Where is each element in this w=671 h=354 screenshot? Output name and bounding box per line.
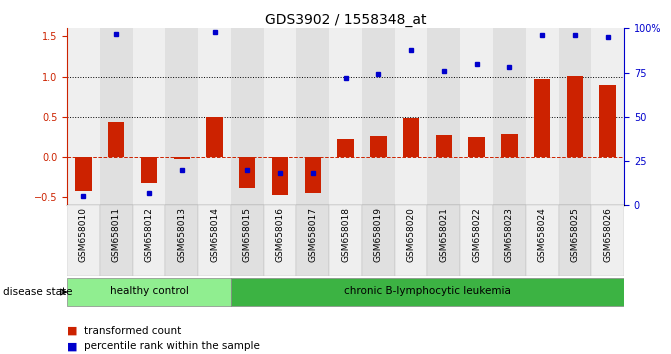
- Bar: [198, 205, 231, 276]
- Bar: [435, 135, 452, 157]
- Bar: [558, 205, 591, 276]
- Bar: [133, 205, 165, 276]
- Bar: [362, 28, 395, 205]
- Bar: [427, 205, 460, 276]
- Bar: [526, 205, 558, 276]
- Text: ■: ■: [67, 326, 81, 336]
- Text: chronic B-lymphocytic leukemia: chronic B-lymphocytic leukemia: [344, 286, 511, 296]
- Bar: [231, 205, 264, 276]
- Text: GSM658015: GSM658015: [243, 207, 252, 262]
- Text: ■: ■: [67, 341, 81, 351]
- Text: GSM658010: GSM658010: [79, 207, 88, 262]
- Bar: [264, 205, 297, 276]
- Text: GSM658017: GSM658017: [308, 207, 317, 262]
- Bar: [165, 205, 198, 276]
- Bar: [567, 76, 583, 157]
- Bar: [534, 79, 550, 157]
- Text: GSM658024: GSM658024: [537, 207, 547, 262]
- Bar: [100, 205, 133, 276]
- Bar: [460, 205, 493, 276]
- Bar: [329, 205, 362, 276]
- Text: GSM658021: GSM658021: [440, 207, 448, 262]
- Bar: [141, 157, 157, 183]
- Bar: [395, 205, 427, 276]
- Bar: [100, 28, 133, 205]
- Bar: [305, 157, 321, 193]
- Title: GDS3902 / 1558348_at: GDS3902 / 1558348_at: [265, 13, 426, 27]
- Bar: [370, 136, 386, 157]
- Bar: [165, 28, 198, 205]
- Text: disease state: disease state: [3, 287, 73, 297]
- Bar: [329, 28, 362, 205]
- Text: GSM658014: GSM658014: [210, 207, 219, 262]
- Text: GSM658025: GSM658025: [570, 207, 579, 262]
- Bar: [297, 28, 329, 205]
- Bar: [297, 205, 329, 276]
- Text: GSM658022: GSM658022: [472, 207, 481, 262]
- Bar: [338, 139, 354, 157]
- Bar: [108, 122, 124, 157]
- Text: GSM658019: GSM658019: [374, 207, 383, 262]
- Bar: [460, 28, 493, 205]
- Bar: [207, 117, 223, 157]
- Text: GSM658023: GSM658023: [505, 207, 514, 262]
- Bar: [501, 134, 517, 157]
- Bar: [395, 28, 427, 205]
- Text: GSM658020: GSM658020: [407, 207, 415, 262]
- Bar: [75, 157, 92, 191]
- Text: GSM658013: GSM658013: [177, 207, 187, 262]
- Bar: [231, 278, 624, 306]
- Bar: [591, 28, 624, 205]
- Bar: [198, 28, 231, 205]
- Bar: [468, 137, 484, 157]
- Text: GSM658016: GSM658016: [276, 207, 285, 262]
- Text: GSM658012: GSM658012: [144, 207, 154, 262]
- Bar: [272, 157, 289, 195]
- Bar: [599, 85, 616, 157]
- Text: transformed count: transformed count: [84, 326, 181, 336]
- Bar: [67, 28, 100, 205]
- Bar: [427, 28, 460, 205]
- Bar: [239, 157, 256, 188]
- Bar: [493, 205, 526, 276]
- Text: GSM658018: GSM658018: [341, 207, 350, 262]
- Bar: [174, 157, 190, 159]
- Bar: [133, 28, 165, 205]
- Bar: [67, 205, 100, 276]
- Text: GSM658011: GSM658011: [112, 207, 121, 262]
- Bar: [526, 28, 558, 205]
- Bar: [231, 28, 264, 205]
- Bar: [67, 278, 231, 306]
- Bar: [264, 28, 297, 205]
- Text: GSM658026: GSM658026: [603, 207, 612, 262]
- Text: healthy control: healthy control: [109, 286, 189, 296]
- Bar: [403, 118, 419, 157]
- Bar: [558, 28, 591, 205]
- Bar: [591, 205, 624, 276]
- Text: percentile rank within the sample: percentile rank within the sample: [84, 341, 260, 351]
- Bar: [493, 28, 526, 205]
- Bar: [362, 205, 395, 276]
